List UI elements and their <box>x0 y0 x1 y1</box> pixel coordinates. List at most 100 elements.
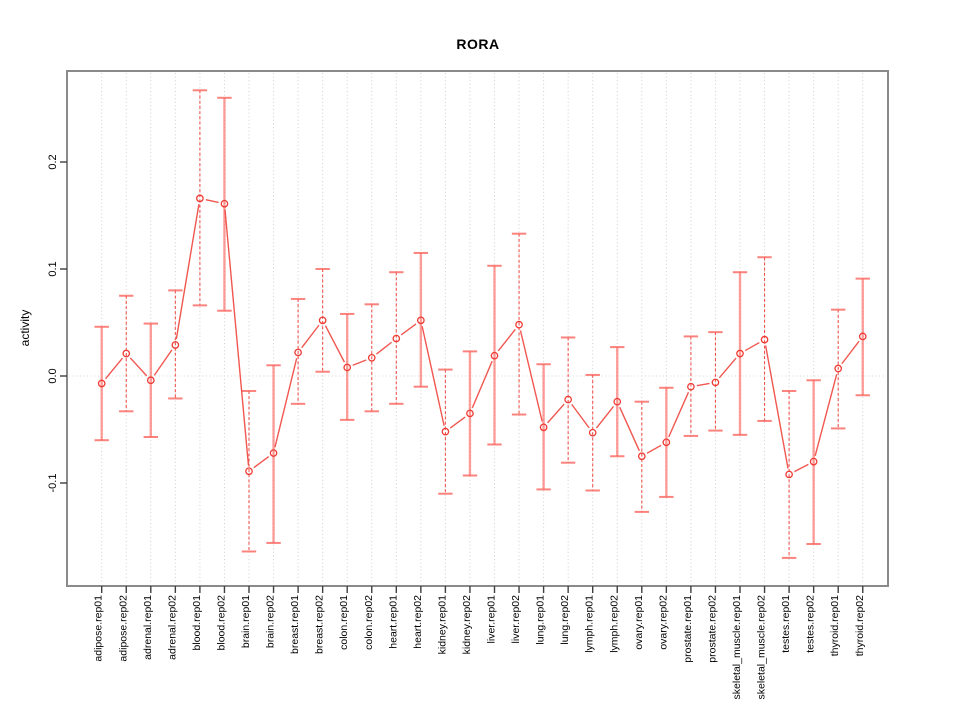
series-segment <box>744 341 760 352</box>
data-point <box>220 199 229 208</box>
series-segment <box>718 357 737 379</box>
x-tick-label: adipose.rep01 <box>93 595 105 662</box>
x-tick-label: thyroid.rep02 <box>854 595 866 656</box>
series-segment <box>153 349 173 376</box>
data-point <box>392 334 401 343</box>
x-tick-label: liver.rep01 <box>486 595 498 644</box>
series-segment <box>274 358 298 448</box>
x-tick-label: thyroid.rep01 <box>829 595 841 656</box>
y-axis-label: activity <box>18 310 32 347</box>
data-point <box>858 332 867 341</box>
data-point <box>760 335 769 344</box>
x-tick-label: blood.rep01 <box>191 595 203 651</box>
x-tick-label: adrenal.rep01 <box>142 595 154 660</box>
data-point <box>588 428 597 437</box>
y-tick-label: 0.1 <box>47 261 59 276</box>
data-point <box>515 320 523 329</box>
data-point <box>736 349 744 358</box>
series-segment <box>814 374 838 456</box>
x-tick-label: colon.rep02 <box>363 595 375 650</box>
data-point <box>171 341 180 349</box>
data-point <box>343 363 352 372</box>
data-point <box>785 470 793 479</box>
data-point <box>294 348 302 357</box>
series-segment <box>324 325 346 363</box>
x-tick-label: breast.rep02 <box>314 595 326 654</box>
frame-layer <box>66 70 889 587</box>
x-tick-label: lymph.rep02 <box>608 595 620 653</box>
series-segment <box>376 341 393 355</box>
x-tick-label: lymph.rep01 <box>584 595 596 653</box>
series-segment <box>400 323 417 336</box>
series-segment <box>421 326 445 426</box>
x-tick-label: testes.rep02 <box>805 595 817 653</box>
data-point <box>809 457 818 466</box>
series-segment <box>301 324 320 349</box>
data-point <box>269 449 278 457</box>
data-point <box>613 397 622 406</box>
series-segment <box>696 382 710 387</box>
series-segment <box>841 340 860 365</box>
plot-frame <box>66 70 889 587</box>
x-tick-label: testes.rep01 <box>780 595 792 653</box>
x-tick-label: skeletal_muscle.rep02 <box>756 595 768 700</box>
data-point <box>196 194 204 203</box>
x-tick-label: lung.rep01 <box>535 595 547 645</box>
data-point <box>416 316 425 325</box>
y-tick-label: 0.2 <box>47 154 59 169</box>
series-segment <box>104 357 123 380</box>
series-segment <box>129 357 148 377</box>
series-segment <box>794 463 809 473</box>
series-segment <box>497 328 516 352</box>
data-point <box>711 378 720 387</box>
data-point <box>122 349 131 358</box>
chart-title: RORA <box>456 36 500 52</box>
data-point <box>564 395 573 404</box>
series-segment <box>449 416 466 429</box>
y-tick-label: 0.0 <box>47 368 59 383</box>
series-segment <box>668 391 690 438</box>
data-point <box>97 379 106 388</box>
series-segment <box>595 405 615 429</box>
x-tick-label: skeletal_muscle.rep01 <box>731 595 743 700</box>
data-point <box>466 409 474 418</box>
series-segment <box>224 209 250 466</box>
data-layer <box>94 89 870 559</box>
series-segment <box>253 456 270 469</box>
series-segment <box>519 330 543 422</box>
series-segment <box>175 204 200 340</box>
data-point <box>539 423 548 432</box>
x-tick-label: liver.rep02 <box>510 595 522 644</box>
x-tick-label: adrenal.rep02 <box>166 595 178 660</box>
x-tick-label: heart.rep02 <box>412 595 424 649</box>
x-tick-label: blood.rep02 <box>215 595 227 651</box>
x-tick-label: breast.rep01 <box>289 595 301 654</box>
series-segment <box>352 359 367 366</box>
grid-layer <box>69 73 886 584</box>
x-tick-label: brain.rep02 <box>265 595 277 648</box>
x-tick-label: colon.rep01 <box>338 595 350 650</box>
data-point <box>834 364 843 373</box>
x-tick-label: prostate.rep02 <box>706 595 718 663</box>
x-tick-label: kidney.rep01 <box>436 595 448 655</box>
data-point <box>441 427 450 436</box>
data-point <box>637 452 646 461</box>
data-point <box>146 376 155 385</box>
x-tick-label: kidney.rep02 <box>461 595 473 655</box>
x-tick-label: prostate.rep01 <box>682 595 694 663</box>
data-point <box>490 351 499 360</box>
data-point <box>245 467 253 476</box>
x-tick-label: brain.rep01 <box>240 595 252 648</box>
x-tick-label: adipose.rep02 <box>117 595 129 662</box>
x-tick-label: lung.rep02 <box>559 595 571 645</box>
data-point <box>367 353 376 362</box>
axis-layer: -0.1 0.0 0.1 0.2 adipose.rep01 adipose.rep02 a… <box>47 154 866 699</box>
series-segment <box>547 403 565 424</box>
x-tick-label: heart.rep01 <box>387 595 399 649</box>
series-segment <box>619 406 640 452</box>
data-point <box>318 316 327 325</box>
series-segment <box>646 444 662 454</box>
x-tick-label: ovary.rep02 <box>657 595 669 650</box>
